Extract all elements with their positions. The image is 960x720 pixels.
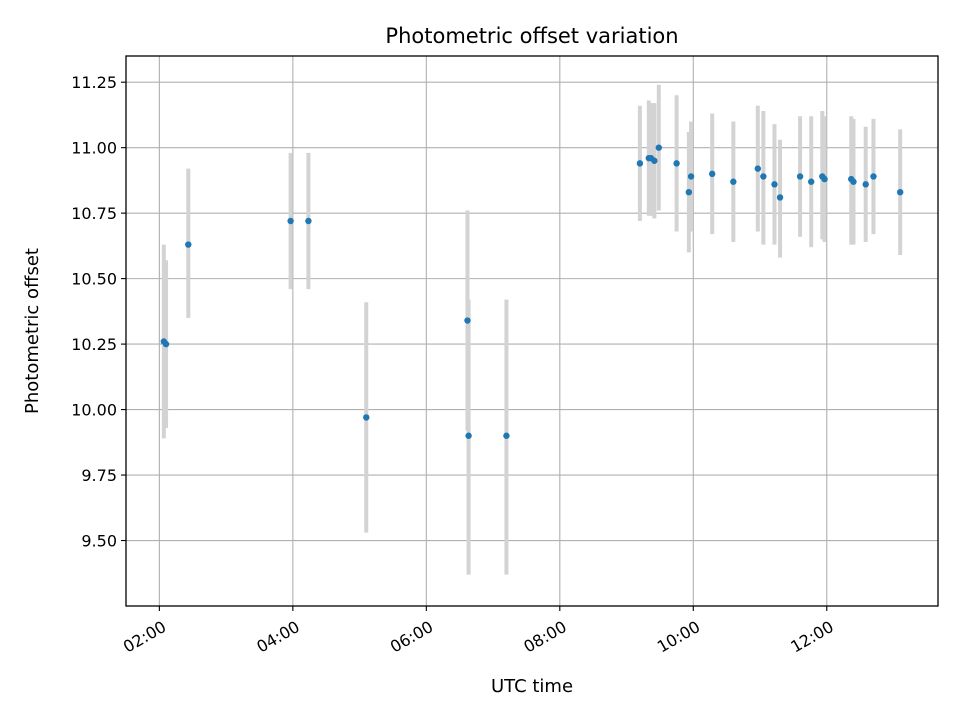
y-tick-label: 9.50 <box>81 532 117 551</box>
data-point <box>162 340 170 348</box>
data-point <box>776 194 784 201</box>
chart-title: Photometric offset variation <box>385 24 678 48</box>
data-point <box>687 173 695 180</box>
y-tick-label: 11.00 <box>71 139 117 158</box>
data-point <box>730 178 737 185</box>
data-point <box>363 414 370 421</box>
data-point <box>754 165 762 172</box>
data-point <box>685 188 693 196</box>
data-point <box>862 181 869 188</box>
y-tick-label: 10.00 <box>71 401 117 420</box>
data-point <box>896 188 904 196</box>
y-tick-label: 11.25 <box>71 73 117 92</box>
plot-area-frame <box>125 55 939 607</box>
data-point <box>850 178 857 185</box>
y-tick-label: 9.75 <box>81 466 117 485</box>
data-point <box>464 317 471 324</box>
data-point <box>287 217 294 225</box>
y-tick-label: 10.75 <box>71 204 117 223</box>
data-point <box>807 178 815 185</box>
data-point <box>636 160 644 167</box>
data-point <box>760 173 767 180</box>
data-point <box>305 217 312 225</box>
data-point <box>655 144 663 151</box>
y-tick-label: 10.25 <box>71 335 117 354</box>
data-point <box>503 432 510 439</box>
data-point <box>465 432 472 439</box>
data-point <box>673 160 680 167</box>
data-point <box>185 241 192 248</box>
data-point <box>870 173 877 180</box>
grid <box>126 56 938 606</box>
data-point <box>821 175 828 183</box>
y-axis-ticks: 9.50 9.75 10.00 10.25 10.50 10.75 11.00 11.25 <box>71 73 126 551</box>
data-point <box>708 170 716 178</box>
y-axis-title: Photometric offset <box>22 248 43 414</box>
data-points <box>160 144 904 439</box>
data-point <box>796 173 804 180</box>
data-point <box>771 181 778 188</box>
y-tick-label: 10.50 <box>71 270 117 289</box>
data-point <box>651 157 658 164</box>
x-axis-title: UTC time <box>491 676 573 697</box>
